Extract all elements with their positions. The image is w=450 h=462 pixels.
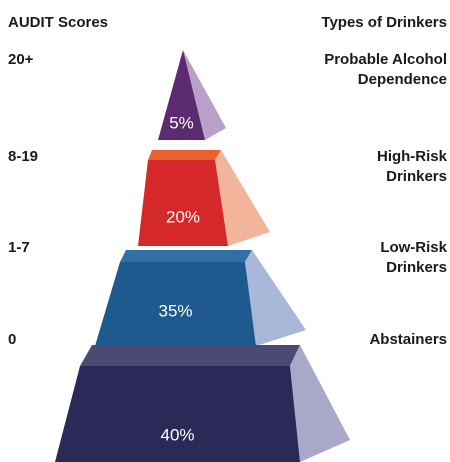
layer-top (80, 345, 300, 366)
layer (95, 262, 256, 346)
right-title: Types of Drinkers (321, 14, 447, 31)
layer-side (290, 345, 350, 462)
layer (158, 50, 205, 140)
value-label: 35% (158, 301, 192, 320)
value-label: 40% (160, 425, 194, 444)
layer (55, 366, 300, 462)
value-label: 5% (169, 113, 194, 132)
value-label: 20% (166, 207, 200, 226)
left-title: AUDIT Scores (8, 14, 108, 31)
layer (138, 160, 228, 246)
audit-score: 20+ (8, 51, 34, 68)
layer-side (183, 50, 226, 140)
drinker-type: Drinkers (386, 168, 447, 185)
drinker-type: Abstainers (369, 331, 447, 348)
drinker-type: Dependence (358, 71, 447, 88)
drinker-type: Probable Alcohol (324, 51, 447, 68)
audit-score: 0 (8, 331, 16, 348)
audit-score: 1-7 (8, 239, 30, 256)
audit-score: 8-19 (8, 148, 38, 165)
layer-side (215, 150, 270, 246)
drinker-type: Low-Risk (380, 239, 447, 256)
drinker-type: High-Risk (377, 148, 448, 165)
layer-top (148, 150, 221, 160)
drinker-type: Drinkers (386, 259, 447, 276)
layer-top (120, 250, 252, 262)
layer-side (245, 250, 306, 346)
